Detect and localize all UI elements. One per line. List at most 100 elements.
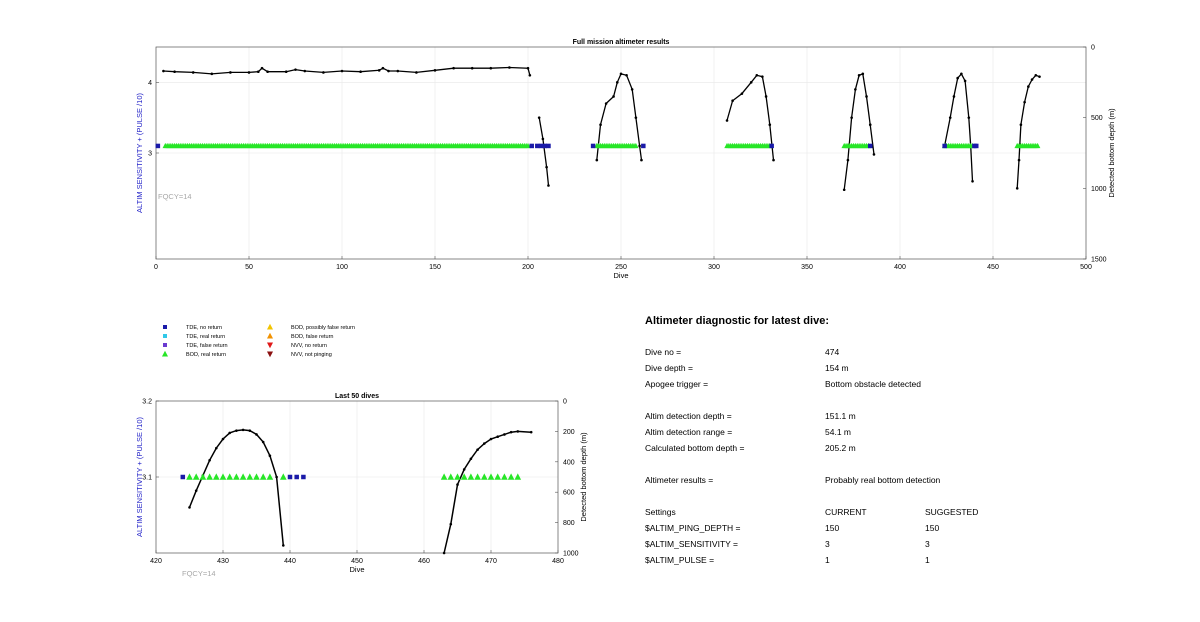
full-depth-point — [340, 69, 344, 73]
full-depth-point — [284, 70, 288, 74]
legend-marker-triangle-up — [266, 323, 274, 330]
last50-bod-real-marker — [219, 473, 227, 480]
full-xtick-label: 450 — [987, 264, 999, 271]
full-tde-no-return-marker — [867, 143, 873, 149]
full-depth-point — [381, 66, 385, 70]
full-depth-point — [229, 71, 232, 74]
full-depth-point — [599, 123, 602, 127]
full-tde-no-return-marker — [942, 143, 947, 149]
last50-xtick-label: 420 — [150, 558, 162, 565]
last50-depth-point — [208, 458, 211, 462]
last50-bod-real-marker — [186, 473, 193, 480]
full-depth-point — [725, 119, 729, 122]
full-depth-point — [960, 72, 963, 76]
last50-depth-line — [188, 429, 285, 546]
diagnostic-label: Calculated bottom depth = — [645, 443, 745, 453]
last50-ytick-label-right: 800 — [563, 520, 575, 527]
full-depth-point — [971, 179, 974, 183]
last50-depth-point — [241, 428, 245, 432]
diagnostic-label: Dive no = — [645, 347, 682, 357]
full-xtick-label: 250 — [615, 264, 627, 271]
full-depth-point — [604, 102, 608, 105]
full-depth-point — [872, 153, 876, 156]
full-depth-point — [415, 71, 418, 74]
full-depth-point — [433, 69, 437, 72]
last50-depth-point — [496, 435, 500, 439]
legend-label: NVV, no return — [291, 343, 327, 349]
legend-marker-triangle-down — [266, 342, 274, 349]
last50-ytick-label-right: 1000 — [563, 551, 579, 558]
full-ytick-label-left: 3 — [148, 151, 152, 158]
full-depth-point — [764, 95, 768, 98]
last50-bod-real-marker — [253, 473, 260, 480]
last50-xtick-label: 450 — [351, 558, 363, 565]
last50-y-axis-label-right: Detected bottom depth (m) — [579, 432, 588, 522]
full-bod-real-marker — [525, 142, 531, 149]
full-depth-point — [1017, 158, 1021, 162]
full-xtick-label: 100 — [336, 264, 348, 271]
full-depth-line — [163, 66, 531, 76]
last50-depth-point — [529, 430, 533, 434]
diagnostic-value: Probably real bottom detection — [825, 475, 941, 485]
setting-current: 150 — [825, 523, 840, 533]
full-depth-point — [956, 76, 959, 80]
settings-header-suggested: SUGGESTED — [925, 507, 979, 517]
last50-bod-real-marker — [474, 473, 481, 480]
diagnostic-value: Bottom obstacle detected — [825, 379, 921, 389]
last50-depth-point — [503, 433, 506, 436]
full-depth-point — [619, 72, 623, 76]
last50-xtick-label: 480 — [552, 558, 564, 565]
last50-bod-real-marker — [233, 473, 240, 480]
full-depth-point — [868, 123, 872, 127]
full-bod-real-marker — [633, 142, 639, 149]
full-y-axis-label-left: ALTIM SENSITIVITY + (PULSE /10) — [135, 93, 144, 213]
last50-ytick-label-right: 0 — [563, 399, 567, 406]
last50-bod-real-marker — [501, 473, 508, 480]
full-xtick-label: 200 — [522, 264, 534, 271]
full-depth-line — [1016, 74, 1040, 189]
full-depth-point — [470, 66, 474, 70]
full-depth-point — [615, 81, 619, 84]
setting-label: $ALTIM_PING_DEPTH = — [645, 523, 741, 533]
full-depth-point — [952, 95, 956, 98]
last50-tde-no-return-marker — [301, 474, 306, 480]
last50-ytick-label-right: 400 — [563, 459, 575, 466]
legend-label: TDE, no return — [186, 325, 222, 331]
full-depth-point — [489, 66, 493, 70]
last50-bod-real-marker — [246, 473, 254, 480]
diagnostic-value: 474 — [825, 347, 840, 357]
last50-tde-no-return-marker — [287, 474, 293, 480]
setting-label: $ALTIM_PULSE = — [645, 555, 715, 565]
full-depth-point — [857, 73, 861, 77]
full-depth-point — [963, 79, 967, 83]
last50-bod-real-marker — [447, 473, 455, 480]
full-depth-point — [612, 95, 615, 98]
full-depth-point — [865, 95, 868, 98]
last50-depth-point — [449, 522, 453, 526]
full-ytick-label-right: 1000 — [1091, 186, 1107, 193]
last50-ytick-label-right: 600 — [563, 490, 575, 497]
last50-depth-point — [194, 489, 198, 492]
legend-label: TDE, false return — [186, 343, 228, 349]
diagnostic-title: Altimeter diagnostic for latest dive: — [645, 315, 829, 327]
last50-depth-point — [215, 446, 218, 450]
diagnostic-label: Altimeter results = — [645, 475, 714, 485]
full-depth-point — [850, 116, 853, 119]
last50-depth-point — [188, 506, 191, 509]
diagnostic-value: 154 m — [825, 363, 849, 373]
full-depth-point — [768, 123, 772, 127]
last50-bod-real-marker — [206, 473, 213, 480]
last50-bod-real-marker — [266, 473, 274, 480]
full-tde-no-return-marker — [974, 143, 979, 149]
full-chart-title: Full mission altimeter results — [573, 39, 670, 46]
full-depth-point — [1027, 85, 1030, 88]
last50-ytick-label-left: 3.2 — [142, 399, 152, 406]
last50-depth-point — [275, 475, 278, 479]
full-depth-point — [452, 66, 455, 70]
last50-bod-real-marker — [259, 473, 267, 480]
full-ytick-label-right: 1500 — [1091, 257, 1107, 264]
full-xtick-label: 150 — [429, 264, 441, 271]
last50-x-axis-label: Dive — [349, 565, 364, 574]
full-fqcy-annotation: FQCY=14 — [158, 192, 192, 201]
full-ytick-label-right: 0 — [1091, 45, 1095, 52]
